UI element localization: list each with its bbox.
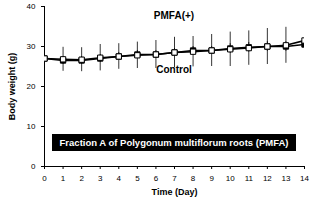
svg-text:10: 10	[27, 122, 36, 131]
svg-text:8: 8	[191, 174, 196, 183]
svg-text:4: 4	[117, 174, 122, 183]
svg-text:Time (Day): Time (Day)	[152, 187, 198, 197]
html-text:PMFA(+): PMFA(+)	[153, 10, 195, 21]
svg-text:3: 3	[98, 174, 103, 183]
svg-text:13: 13	[281, 174, 290, 183]
svg-text:0: 0	[31, 162, 36, 171]
svg-text:0: 0	[42, 174, 47, 183]
svg-text:12: 12	[263, 174, 272, 183]
svg-text:11: 11	[245, 174, 254, 183]
svg-text:1: 1	[61, 174, 66, 183]
svg-text:14: 14	[300, 174, 309, 183]
svg-text:30: 30	[27, 42, 36, 51]
svg-text:6: 6	[154, 174, 159, 183]
svg-text:5: 5	[135, 174, 140, 183]
html-text:Control: Control	[156, 64, 192, 75]
html-text:Fraction A of Polygonum multif: Fraction A of Polygonum multiflorum root…	[59, 137, 289, 148]
svg-text:9: 9	[209, 174, 214, 183]
svg-text:40: 40	[27, 2, 36, 11]
svg-text:Body weight (g): Body weight (g)	[7, 53, 17, 121]
svg-text:7: 7	[172, 174, 177, 183]
svg-text:2: 2	[79, 174, 84, 183]
svg-text:10: 10	[226, 174, 235, 183]
svg-text:20: 20	[27, 82, 36, 91]
